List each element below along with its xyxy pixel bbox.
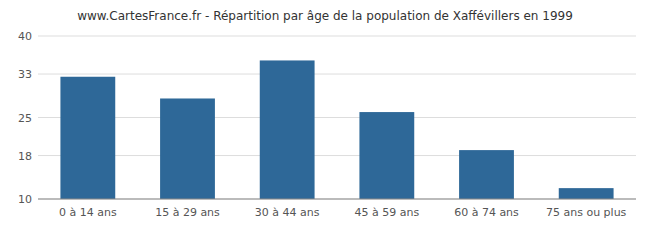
grid [38,36,636,199]
x-tick-label: 75 ans ou plus [546,206,627,219]
x-axis-line [38,199,636,200]
x-tick-label: 15 à 29 ans [155,206,220,219]
y-tick-label: 18 [18,150,32,163]
bar [459,150,514,199]
bar [160,98,215,199]
grid-line [38,117,636,118]
x-tick-label: 45 à 59 ans [354,206,419,219]
y-tick-label: 40 [18,30,32,43]
bars [60,60,613,199]
chart-container: www.CartesFrance.fr - Répartition par âg… [0,0,650,229]
x-tick-label: 0 à 14 ans [59,206,117,219]
grid-line [38,155,636,156]
title: www.CartesFrance.fr - Répartition par âg… [77,9,573,23]
grid-line [38,74,636,75]
x-tick-label: 30 à 44 ans [255,206,320,219]
y-tick-label: 25 [18,112,32,125]
chart: www.CartesFrance.fr - Répartition par âg… [0,0,650,229]
grid-line [38,199,636,200]
bar [559,188,614,199]
grid-line [38,36,636,37]
bar [260,60,315,199]
bar [60,77,115,199]
bar [359,112,414,199]
y-tick-label: 33 [18,68,32,81]
x-tick-label: 60 à 74 ans [454,206,519,219]
y-tick-label: 10 [18,193,32,206]
